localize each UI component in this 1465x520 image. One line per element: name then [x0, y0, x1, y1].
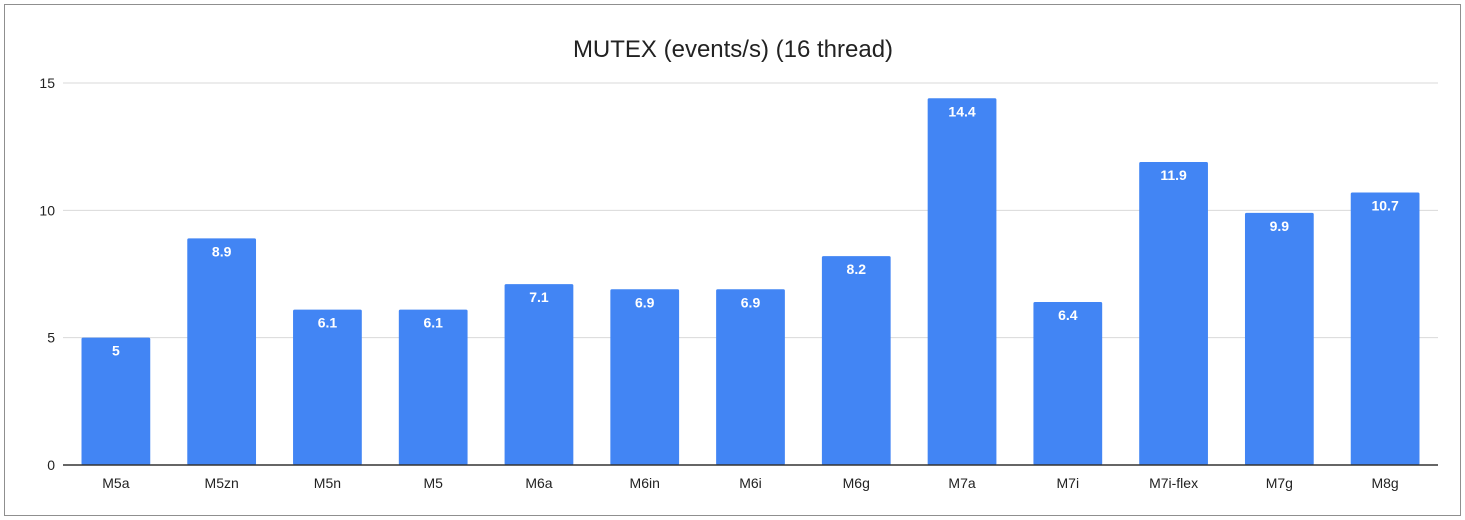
data-label: 6.1 [318, 315, 338, 331]
bar-m8g [1350, 192, 1420, 466]
x-tick-label: M5n [314, 475, 341, 491]
x-tick-label: M7i [1057, 475, 1080, 491]
data-label: 6.4 [1058, 307, 1078, 323]
data-label: 8.2 [847, 261, 867, 277]
bar-m7i [1033, 302, 1103, 465]
x-tick-label: M6in [630, 475, 660, 491]
bar-m7g [1244, 212, 1314, 465]
x-tick-label: M5 [423, 475, 443, 491]
x-tick-label: M7i-flex [1149, 475, 1198, 491]
bar-m5 [398, 309, 468, 465]
bar-m7i-flex [1139, 161, 1208, 466]
data-label: 8.9 [212, 243, 232, 259]
x-tick-label: M5zn [205, 475, 239, 491]
y-tick-label: 5 [47, 330, 55, 346]
bar-m5a [81, 337, 151, 465]
data-label: 7.1 [529, 289, 549, 305]
bar-m7a [927, 98, 997, 465]
x-tick-label: M7a [948, 475, 975, 491]
data-label: 9.9 [1270, 218, 1290, 234]
chart-title: MUTEX (events/s) (16 thread) [573, 36, 893, 63]
data-label: 6.1 [423, 315, 443, 331]
data-label: 14.4 [948, 103, 975, 119]
bar-m5zn [187, 238, 257, 465]
data-label: 5 [112, 343, 120, 359]
y-tick-label: 0 [47, 457, 55, 473]
chart-frame: MUTEX (events/s) (16 thread) 0 5 10 15 5 8.9… [4, 4, 1461, 516]
data-label: 11.9 [1160, 167, 1187, 183]
data-labels: 5 8.9 6.1 6.1 7.1 6.9 6.9 8.2 14.4 6.4 11.9 9.9 10.7 [112, 103, 1399, 358]
bar-m6in [610, 289, 680, 465]
data-label: 6.9 [635, 294, 655, 310]
bar-chart: MUTEX (events/s) (16 thread) 0 5 10 15 5 8.9… [39, 36, 1438, 491]
bar-m6a [504, 284, 574, 465]
bar-m5n [293, 309, 362, 465]
y-axis-ticks: 0 5 10 15 [39, 75, 55, 473]
x-tick-label: M6g [843, 475, 870, 491]
x-tick-label: M8g [1371, 475, 1398, 491]
x-tick-label: M7g [1266, 475, 1293, 491]
bars [81, 98, 1420, 466]
bar-m6g [821, 256, 891, 465]
data-label: 10.7 [1371, 198, 1398, 214]
y-tick-label: 15 [39, 75, 55, 91]
x-tick-label: M6i [739, 475, 762, 491]
x-tick-label: M6a [525, 475, 552, 491]
y-tick-label: 10 [39, 202, 55, 218]
data-label: 6.9 [741, 294, 761, 310]
bar-m6i [716, 289, 785, 465]
x-tick-label: M5a [102, 475, 129, 491]
x-axis-categories: M5a M5zn M5n M5 M6a M6in M6i M6g M7a M7i M7i-flex M… [102, 475, 1398, 491]
